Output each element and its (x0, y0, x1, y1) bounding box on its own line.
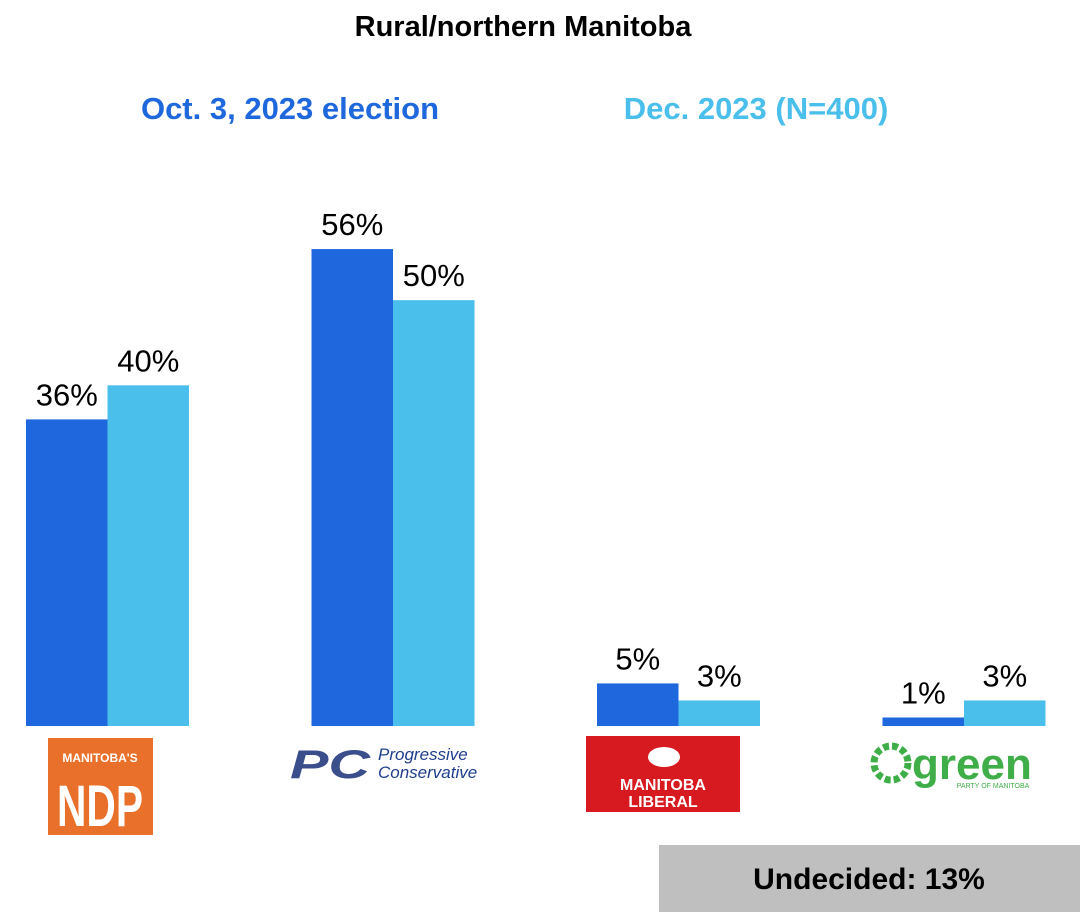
value-label: 3% (697, 658, 742, 693)
value-label: 3% (982, 658, 1027, 693)
chart-title: Rural/northern Manitoba (355, 11, 693, 43)
value-label: 5% (615, 641, 660, 676)
value-label: 50% (403, 258, 465, 293)
bar (311, 249, 393, 727)
logo-text: NDP (57, 774, 143, 839)
bar (882, 717, 964, 726)
logo-text: LIBERAL (628, 794, 698, 811)
logo-text: green (912, 740, 1032, 789)
bar (107, 385, 189, 726)
logo-icon (870, 742, 912, 784)
annotation: Undecided: 13% (753, 863, 985, 896)
value-label: 1% (901, 675, 946, 710)
logo-text: MANITOBA'S (62, 751, 137, 765)
legend-label: Dec. 2023 (N=400) (624, 91, 889, 126)
logo-text: MANITOBA (620, 777, 706, 794)
logo-text: Progressive (378, 745, 468, 764)
bar (393, 300, 475, 726)
legend-label: Oct. 3, 2023 election (141, 91, 439, 126)
value-label: 36% (36, 377, 98, 412)
value-label: 40% (117, 343, 179, 378)
logo-text: Conservative (378, 763, 477, 782)
logo-text: PARTY OF MANITOBA (957, 783, 1030, 790)
bar (597, 683, 679, 726)
bar (964, 700, 1046, 726)
logo-text: PC (290, 743, 372, 787)
annotation-box (659, 845, 1080, 912)
bar (26, 419, 108, 726)
bar (678, 700, 760, 726)
ndp-logo (48, 738, 153, 835)
logo-icon (648, 747, 680, 767)
value-label: 56% (321, 207, 383, 242)
